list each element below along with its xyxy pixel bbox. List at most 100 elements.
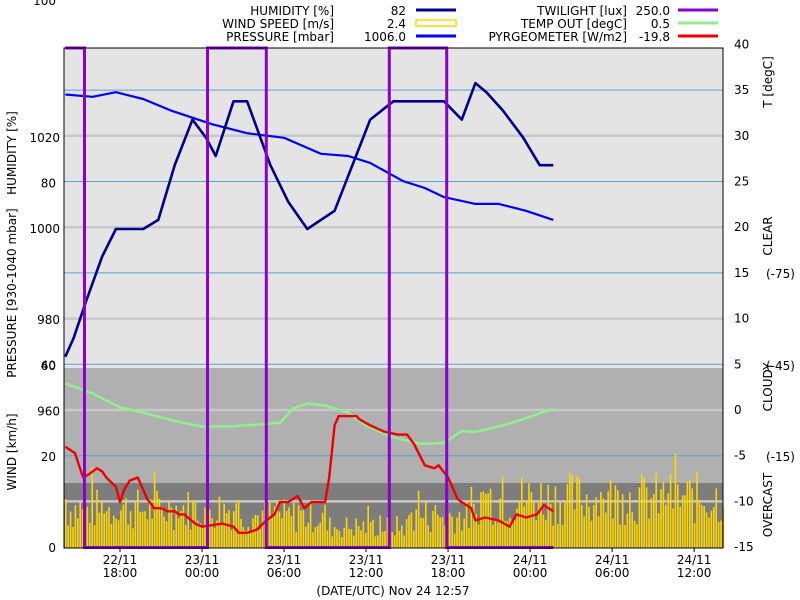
wind-bar [396, 516, 398, 548]
wind-bar [384, 531, 386, 548]
tick-label-date: 22/11 [103, 553, 138, 567]
wind-bar [298, 505, 300, 548]
tick-label-temperature: 10 [734, 312, 749, 326]
wind-bar [147, 519, 149, 548]
wind-bar [696, 472, 698, 548]
sky-value-cloudy: (-45) [766, 359, 795, 373]
wind-bar [509, 518, 511, 548]
wind-bar [471, 487, 473, 548]
wind-bar [156, 491, 158, 548]
tick-label-wind: 0 [48, 541, 56, 555]
wind-bar [677, 484, 679, 548]
wind-bar [123, 505, 125, 548]
wind-bar [569, 473, 571, 548]
wind-bar [228, 510, 230, 548]
wind-bar [653, 494, 655, 548]
wind-bar [567, 484, 569, 548]
wind-bar [406, 519, 408, 548]
wind-bar [89, 523, 91, 548]
wind-bar [427, 525, 429, 548]
sky-label-overcast: OVERCAST [761, 472, 775, 537]
wind-bar [463, 519, 465, 549]
tick-label-time: 18:00 [431, 566, 466, 580]
wind-bar [694, 523, 696, 548]
legend-swatch [416, 20, 456, 26]
wind-bar [571, 475, 573, 548]
wind-bar [502, 477, 504, 548]
tick-label-date: 24/11 [677, 553, 712, 567]
wind-bar [562, 525, 564, 548]
wind-bar [149, 499, 151, 548]
wind-bar [667, 493, 669, 548]
wind-bar [514, 520, 516, 548]
wind-bar [679, 507, 681, 548]
wind-bar [183, 505, 185, 548]
wind-bar [235, 503, 237, 548]
wind-bar [535, 520, 537, 548]
wind-bar [233, 511, 235, 548]
wind-bar [269, 503, 271, 548]
wind-bar [418, 491, 420, 548]
wind-bar [214, 528, 216, 548]
tick-label-pressure: 960 [37, 404, 60, 418]
wind-bar [492, 525, 494, 548]
wind-bar [555, 486, 557, 548]
wind-bar [583, 516, 585, 548]
wind-bar [312, 532, 314, 548]
wind-bar [682, 495, 684, 548]
wind-bar [411, 512, 413, 548]
wind-bar [643, 478, 645, 548]
wind-bar [329, 518, 331, 548]
wind-bar [271, 516, 273, 548]
wind-bar [65, 499, 67, 548]
sky-value-overcast: (-15) [766, 450, 795, 464]
legend-label: HUMIDITY [%] [250, 4, 334, 18]
tick-label-time: 18:00 [103, 566, 138, 580]
wind-bar [279, 512, 281, 549]
wind-bar [103, 513, 105, 548]
wind-bar [252, 518, 254, 548]
wind-bar [310, 500, 312, 548]
wind-bar [209, 509, 211, 548]
tick-label-temperature: -5 [734, 449, 746, 463]
wind-bar [262, 511, 264, 549]
wind-bar [247, 527, 249, 548]
wind-bar [629, 493, 631, 549]
tick-label-time: 06:00 [595, 566, 630, 580]
legend-label: PYRGEOMETER [W/m2] [488, 30, 627, 44]
legend-label: TEMP OUT [degC] [520, 17, 627, 31]
legend: HUMIDITY [%] 82WIND SPEED [m/s] 2.4PRESSUR… [222, 4, 718, 44]
wind-bar [432, 511, 434, 548]
wind-bar [358, 526, 360, 548]
wind-bar [687, 482, 689, 548]
wind-bar [401, 526, 403, 549]
wind-bar [603, 498, 605, 548]
wind-bar [586, 495, 588, 548]
wind-bar [163, 517, 165, 548]
wind-bar [113, 515, 115, 548]
wind-bar [442, 517, 444, 548]
wind-bar [185, 525, 187, 548]
legend-label: PRESSURE [mbar] [226, 30, 334, 44]
wind-bar [545, 520, 547, 548]
wind-bar [581, 505, 583, 548]
wind-bar [617, 490, 619, 548]
wind-bar [454, 534, 456, 548]
wind-bar [202, 527, 204, 548]
wind-bar [499, 499, 501, 548]
wind-bar [171, 508, 173, 549]
wind-bar [315, 527, 317, 548]
wind-bar [701, 505, 703, 548]
wind-bar [75, 505, 77, 548]
legend-value: 250.0 [636, 4, 670, 18]
wind-bar [451, 517, 453, 549]
tick-label-temperature: -10 [734, 494, 754, 508]
wind-bar [403, 536, 405, 549]
wind-bar [346, 518, 348, 549]
wind-bar [576, 477, 578, 549]
wind-bar [118, 520, 120, 548]
wind-bar [139, 512, 141, 548]
wind-bar [219, 497, 221, 548]
wind-bar [144, 511, 146, 548]
